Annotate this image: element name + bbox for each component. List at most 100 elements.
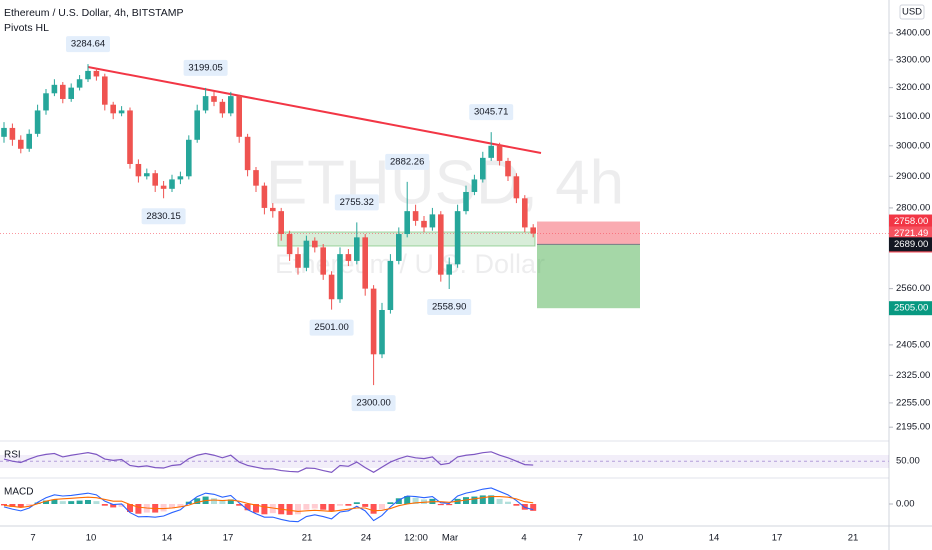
x-tick-label: 24 <box>361 533 372 544</box>
macd-label: MACD <box>4 487 33 498</box>
candle-body <box>202 96 209 111</box>
x-tick-label: 17 <box>223 533 234 544</box>
macd-histogram-bar <box>51 499 58 504</box>
candle-body <box>26 133 32 149</box>
macd-histogram-bar <box>530 504 537 511</box>
macd-histogram-bar <box>160 504 167 512</box>
price-tag-label: 2505.00 <box>894 303 928 314</box>
candle-body <box>404 211 410 235</box>
x-tick-label: 7 <box>577 533 582 544</box>
currency-box[interactable] <box>899 4 925 20</box>
chart-title: Ethereum / U.S. Dollar, 4h, BITSTAMP <box>4 7 184 19</box>
candle-body <box>471 179 478 192</box>
candle-body <box>169 179 175 189</box>
macd-histogram-bar <box>118 504 125 507</box>
candle-body <box>144 173 150 177</box>
candle-body <box>152 173 158 186</box>
candle-body <box>135 163 142 177</box>
candle-body <box>219 101 226 114</box>
candle-body <box>127 110 133 164</box>
rsi-tick-label: 50.00 <box>896 456 920 467</box>
macd-histogram-bar <box>194 498 201 504</box>
pivot-box <box>183 59 228 76</box>
pivot-box <box>427 299 472 316</box>
candle-body <box>421 220 427 228</box>
candle-body <box>236 96 242 137</box>
trendline <box>87 66 542 154</box>
candle-body <box>110 104 116 114</box>
candle-body <box>186 139 192 177</box>
candle-body <box>244 136 251 171</box>
macd-tick-label: 0.00 <box>896 499 915 510</box>
candle-body <box>211 96 217 102</box>
macd-histogram-bar <box>370 504 377 514</box>
candle-body <box>379 309 385 355</box>
x-tick-label: 17 <box>772 533 783 544</box>
candle-body <box>354 237 360 261</box>
x-tick-label: 21 <box>848 533 859 544</box>
macd-histogram-bar <box>437 504 444 506</box>
candle-body <box>480 157 486 180</box>
macd-histogram-bar <box>211 498 217 504</box>
candle-body <box>18 139 24 149</box>
candle-body <box>286 234 293 255</box>
macd-histogram-bar <box>68 501 75 504</box>
candle-body <box>362 237 368 289</box>
rsi-label: RSI <box>4 450 21 461</box>
macd-histogram-bar <box>59 501 66 504</box>
macd-histogram-bar <box>320 504 327 510</box>
candle-body <box>253 170 259 186</box>
x-tick-label: 21 <box>302 533 313 544</box>
candle-body <box>320 247 326 275</box>
candle-body <box>337 254 343 300</box>
candle-body <box>270 207 276 212</box>
rsi-line <box>3 451 534 473</box>
y-tick-label: 3300.00 <box>896 54 930 65</box>
macd-histogram-bar <box>85 500 91 504</box>
y-tick-label: 2195.00 <box>896 422 930 433</box>
pivot-label: 3284.64 <box>71 39 105 50</box>
macd-histogram-bar <box>311 504 318 509</box>
candle-body <box>85 70 91 80</box>
candle-body <box>312 240 318 248</box>
pivot-box <box>66 36 110 53</box>
y-tick-label: 3400.00 <box>896 28 930 39</box>
candle-body <box>60 84 66 99</box>
macd-histogram-bar <box>219 500 226 504</box>
price-tag <box>889 301 932 316</box>
y-tick-label: 2560.00 <box>896 283 930 294</box>
macd-histogram-bar <box>404 496 411 504</box>
x-tick-label: 10 <box>633 533 644 544</box>
candle-body <box>463 191 469 212</box>
x-tick-label: 14 <box>709 533 720 544</box>
candle-body <box>194 110 200 140</box>
pivot-label: 2501.00 <box>314 322 348 333</box>
macd-histogram-bar <box>1 504 7 506</box>
x-tick-label: 14 <box>162 533 173 544</box>
candle-body <box>102 76 108 105</box>
macd-histogram-bar <box>446 504 453 506</box>
price-tag-label: 2721.49 <box>894 228 928 239</box>
macd-histogram-bar <box>261 504 268 515</box>
y-tick-label: 2255.00 <box>896 397 930 408</box>
currency[interactable]: USD <box>902 7 922 18</box>
macd-histogram-bar <box>286 504 293 515</box>
macd-histogram-bar <box>244 504 251 511</box>
stop-zone <box>537 221 640 245</box>
candle-body <box>438 214 444 275</box>
pivot-box <box>334 194 379 211</box>
price-tag <box>889 214 932 229</box>
macd-histogram-bar <box>337 504 343 506</box>
candle-body <box>93 70 100 77</box>
candle-body <box>345 254 352 261</box>
macd-histogram-bar <box>17 504 24 508</box>
candle-body <box>261 185 268 208</box>
candle-body <box>513 176 520 199</box>
candle-body <box>278 211 284 235</box>
pivot-label: 2558.90 <box>432 302 466 313</box>
macd-histogram-bar <box>101 504 108 506</box>
macd-histogram-bar <box>26 504 33 506</box>
macd-histogram-bar <box>362 504 369 507</box>
